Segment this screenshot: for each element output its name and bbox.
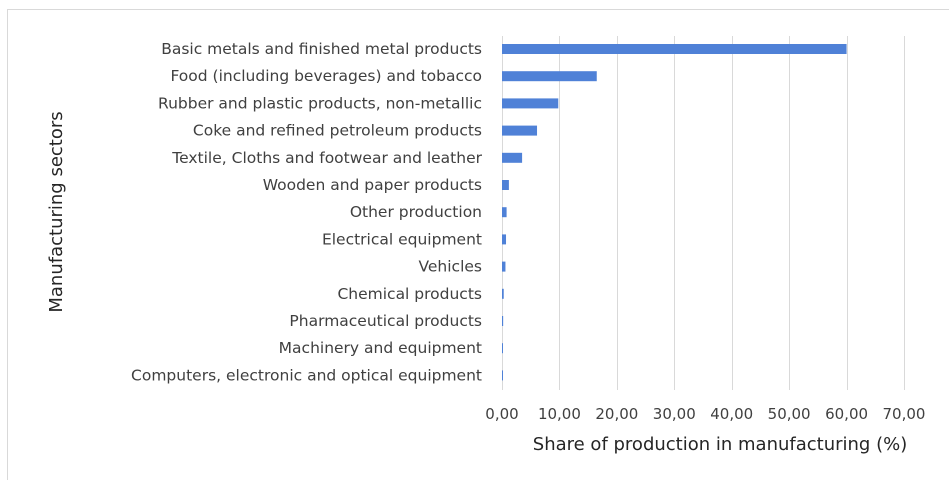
category-label: Machinery and equipment	[279, 339, 482, 357]
x-tick-label: 20,00	[595, 405, 638, 423]
category-label: Rubber and plastic products, non-metalli…	[158, 94, 482, 112]
x-tick-label: 10,00	[538, 405, 581, 423]
x-tick-label: 70,00	[883, 405, 926, 423]
category-label: Other production	[350, 203, 482, 221]
bar	[502, 234, 507, 245]
x-axis-title: Share of production in manufacturing (%)	[533, 434, 907, 455]
x-tick-label: 50,00	[768, 405, 811, 423]
bar	[502, 316, 504, 326]
bar	[502, 71, 597, 82]
x-tick-label: 40,00	[710, 405, 753, 423]
bar	[502, 125, 538, 136]
x-tick-labels: 0,00 10,00 20,00 30,00 40,00 50,00 60,00 70,00	[485, 405, 925, 423]
bar	[502, 152, 523, 163]
category-labels: Basic metals and finished metal products…	[131, 40, 483, 384]
bars	[502, 44, 847, 381]
bar	[502, 180, 509, 190]
bar	[502, 207, 507, 218]
chart-frame	[7, 9, 949, 480]
bar	[502, 370, 503, 381]
bar	[502, 343, 503, 354]
bar	[502, 288, 504, 299]
bar	[502, 98, 559, 109]
category-label: Electrical equipment	[322, 230, 482, 248]
grid-lines	[502, 36, 905, 390]
category-label: Basic metals and finished metal products	[161, 40, 482, 58]
x-tick-label: 30,00	[653, 405, 696, 423]
bar	[502, 261, 506, 272]
category-label: Vehicles	[418, 258, 482, 276]
category-label: Pharmaceutical products	[289, 312, 482, 330]
y-axis-title: Manufacturing sectors	[46, 111, 67, 312]
category-label: Wooden and paper products	[263, 176, 482, 194]
x-tick-label: 60,00	[825, 405, 868, 423]
bar	[502, 44, 847, 54]
category-label: Computers, electronic and optical equipm…	[131, 366, 482, 384]
x-tick-label: 0,00	[485, 405, 518, 423]
category-label: Coke and refined petroleum products	[193, 122, 482, 140]
category-label: Chemical products	[337, 285, 482, 303]
category-label: Textile, Cloths and footwear and leather	[171, 149, 482, 167]
category-label: Food (including beverages) and tobacco	[170, 67, 482, 85]
